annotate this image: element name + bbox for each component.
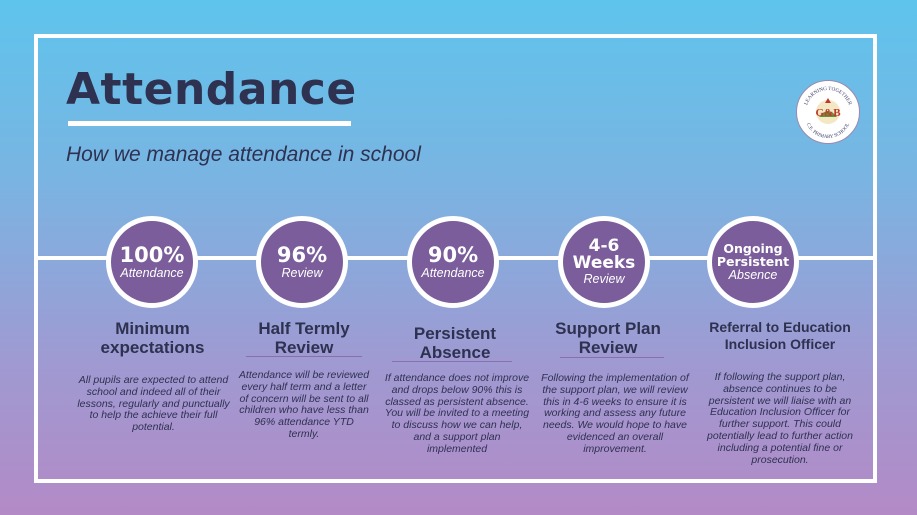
step-description-referral-education-inclusion: If following the support plan, absence c… [707,371,853,466]
step-circle-half-termly-review: 96% Review [256,216,348,308]
step-heading-referral-education-inclusion: Referral to Education Inclusion Officer [709,319,851,352]
step-description-support-plan-review: Following the implementation of the supp… [541,372,689,455]
step-heading-support-plan-review: Support Plan Review [555,319,661,357]
step-circle-persistent-absence: 90% Attendance [407,216,499,308]
step-value: 96% [276,242,328,267]
step-sublabel: Attendance [120,265,184,280]
step-sublabel: Absence [728,267,778,282]
step-description-persistent-absence: If attendance does not improve and drops… [384,372,530,455]
heading-underline [246,356,362,357]
svg-text:C.E. PRIMARY SCHOOL: C.E. PRIMARY SCHOOL [805,122,851,140]
logo-bottom-text: C.E. PRIMARY SCHOOL [805,122,851,140]
step-circle-support-plan-review: 4-6 Weeks Review [558,216,650,308]
step-heading-minimum-expectations: Minimum expectations [100,319,205,357]
page-subtitle: How we manage attendance in school [66,143,421,166]
step-circle-minimum-expectations: 100% Attendance [106,216,198,308]
school-logo: LEARNING TOGETHER G&B C.E. PRIMARY SCHOO… [796,80,860,144]
step-value: 90% [427,242,479,267]
step-description-minimum-expectations: All pupils are expected to attend school… [77,374,230,434]
step-value: 4-6 Weeks [572,235,636,273]
step-heading-persistent-absence: Persistent Absence [413,324,497,362]
step-sublabel: Attendance [421,265,485,280]
heading-underline [392,361,512,362]
step-sublabel: Review [583,271,625,286]
logo-initials: G&B [815,107,841,119]
title-underline [68,121,351,126]
step-description-half-termly-review: Attendance will be reviewed every half t… [238,369,370,440]
page-title: Attendance [66,64,357,115]
heading-underline [560,357,664,358]
step-sublabel: Review [281,265,323,280]
step-circle-referral-education-inclusion: Ongoing Persistent Absence [707,216,799,308]
step-value: Ongoing Persistent [716,240,790,269]
slide-frame [34,34,877,483]
step-value: 100% [119,242,185,267]
step-heading-half-termly-review: Half Termly Review [258,319,350,357]
